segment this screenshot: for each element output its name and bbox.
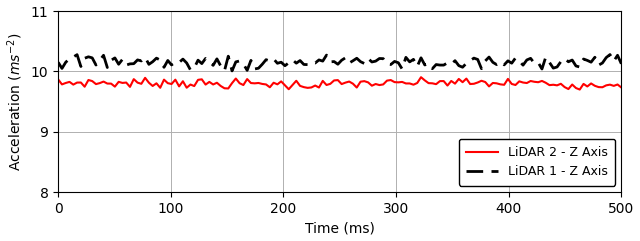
LiDAR 1 - Z Axis (618, 62, 625, 65)
LiDAR 1 - Z Axis (353, 57, 360, 60)
LiDAR 2 - Z Axis (447, 80, 455, 82)
LiDAR 2 - Z Axis (239, 84, 247, 87)
LiDAR 2 - Z Axis (618, 86, 625, 89)
LiDAR 2 - Z Axis (277, 80, 285, 83)
LiDAR 1 - Z Axis (606, 53, 614, 56)
LiDAR 2 - Z Axis (349, 82, 357, 85)
Legend: LiDAR 2 - Z Axis, LiDAR 1 - Z Axis: LiDAR 2 - Z Axis, LiDAR 1 - Z Axis (459, 139, 615, 186)
LiDAR 2 - Z Axis (372, 83, 380, 86)
Line: LiDAR 1 - Z Axis: LiDAR 1 - Z Axis (58, 54, 621, 71)
Y-axis label: Acceleration ($ms^{-2}$): Acceleration ($ms^{-2}$) (6, 32, 25, 171)
LiDAR 2 - Z Axis (523, 82, 531, 85)
LiDAR 1 - Z Axis (228, 69, 236, 72)
X-axis label: Time (ms): Time (ms) (305, 221, 374, 235)
LiDAR 2 - Z Axis (576, 88, 584, 91)
LiDAR 1 - Z Axis (447, 63, 455, 66)
LiDAR 1 - Z Axis (54, 61, 62, 64)
LiDAR 2 - Z Axis (54, 78, 62, 81)
LiDAR 2 - Z Axis (417, 76, 425, 79)
LiDAR 1 - Z Axis (281, 64, 289, 67)
Line: LiDAR 2 - Z Axis: LiDAR 2 - Z Axis (58, 77, 621, 90)
LiDAR 1 - Z Axis (376, 57, 383, 60)
LiDAR 1 - Z Axis (523, 59, 531, 61)
LiDAR 1 - Z Axis (243, 69, 251, 72)
